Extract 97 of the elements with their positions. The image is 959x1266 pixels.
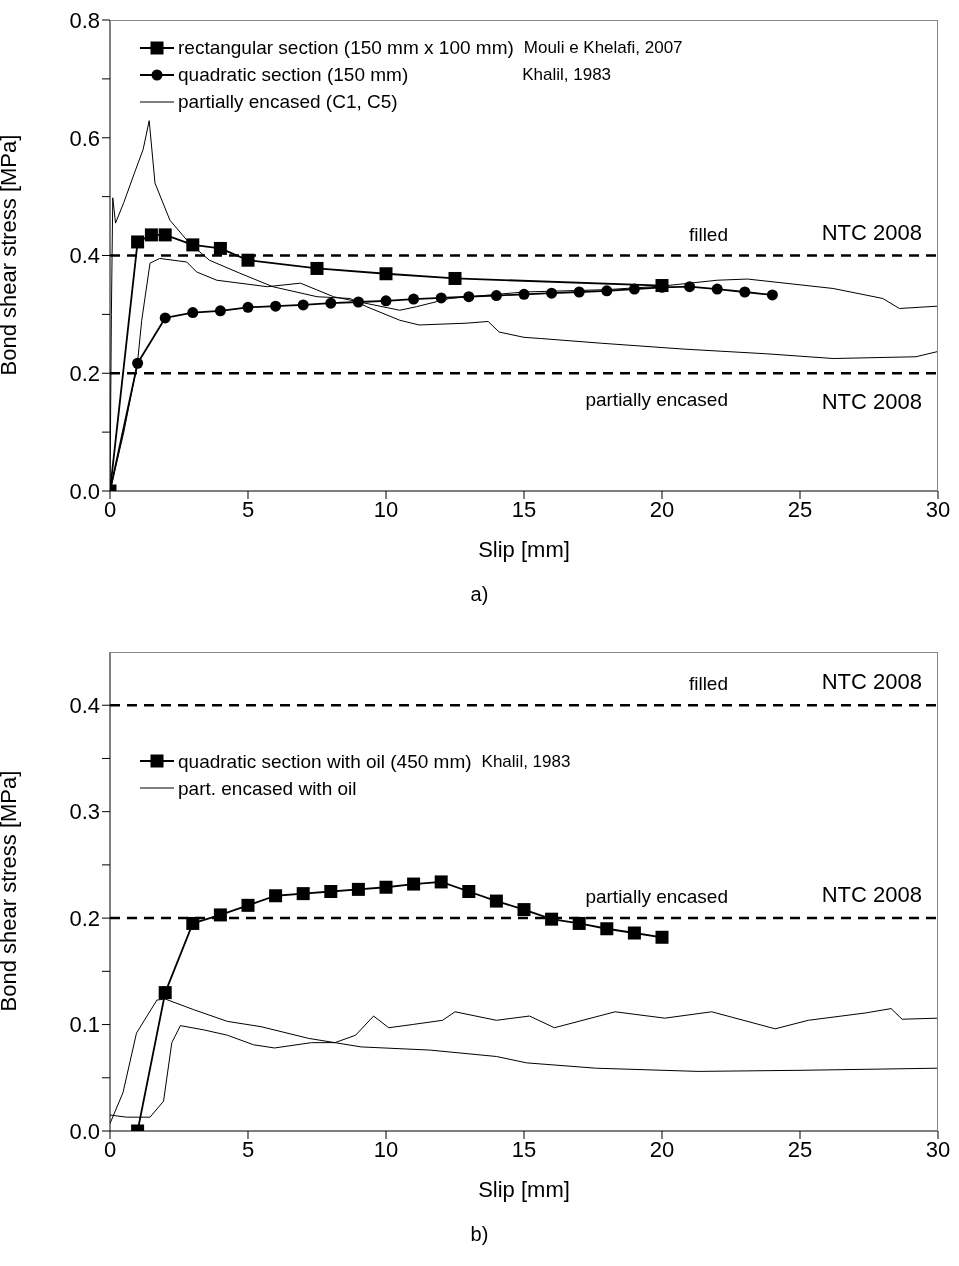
point [310, 261, 324, 275]
point [214, 305, 226, 317]
point [408, 293, 420, 305]
legend-label: quadratic section (150 mm) [178, 63, 409, 87]
x-tick-label: 30 [925, 496, 951, 522]
point [600, 922, 614, 936]
point [684, 281, 696, 293]
y-tick-label: 0.6 [69, 125, 100, 151]
point [463, 291, 475, 303]
x-tick-label: 0 [103, 496, 117, 522]
point [186, 238, 200, 252]
point [379, 267, 393, 281]
point [739, 286, 751, 298]
point [297, 299, 309, 311]
point [628, 283, 640, 295]
text: a) [469, 583, 490, 606]
point [186, 916, 200, 930]
annotation: NTC 2008 [821, 882, 922, 909]
point [187, 307, 199, 319]
x-tick-label: 30 [925, 1136, 951, 1162]
y-tick-label: 0.8 [69, 7, 100, 33]
point [325, 297, 337, 309]
annotation: NTC 2008 [821, 389, 922, 416]
point [270, 300, 282, 312]
annotation: NTC 2008 [821, 669, 922, 696]
y-tick-label: 0.4 [69, 693, 100, 719]
y-tick-label: 0.1 [69, 1012, 100, 1038]
point [627, 926, 641, 940]
x-tick-label: 20 [649, 496, 675, 522]
y-tick-label: 0.3 [69, 799, 100, 825]
x-axis-title: Slip [mm] [478, 1177, 570, 1202]
point [711, 283, 723, 295]
point [546, 287, 558, 299]
legend-label: part. encased with oil [178, 776, 357, 801]
point [573, 286, 585, 298]
y-tick-label: 0.0 [69, 1118, 100, 1144]
point [351, 882, 365, 896]
ref-line-label: filled [688, 673, 728, 696]
point [158, 986, 172, 1000]
point [213, 908, 227, 922]
x-tick-label: 10 [373, 496, 399, 522]
point [518, 288, 530, 300]
point [766, 289, 778, 301]
annotation: NTC 2008 [821, 219, 922, 246]
point [241, 253, 255, 267]
legend-label: rectangular section (150 mm x 100 mm) [178, 36, 514, 60]
point [379, 880, 393, 894]
point [517, 903, 531, 917]
point [144, 228, 158, 242]
x-tick-label: 5 [241, 496, 255, 522]
point [435, 292, 447, 304]
point [296, 887, 310, 901]
point [132, 357, 144, 369]
y-tick-label: 0.2 [69, 361, 100, 387]
x-tick-label: 15 [511, 496, 537, 522]
x-tick-label: 25 [787, 496, 813, 522]
x-tick-label: 20 [649, 1136, 675, 1162]
point [159, 312, 171, 324]
point [242, 301, 254, 313]
text: b) [469, 1223, 490, 1246]
point [380, 295, 392, 307]
point [448, 271, 462, 285]
y-tick-label: 0.2 [69, 905, 100, 931]
point [352, 296, 364, 308]
point [269, 889, 283, 903]
legend-label: quadratic section with oil (450 mm) [178, 749, 472, 774]
point [158, 228, 172, 242]
legend-label: partially encased (C1, C5) [178, 90, 398, 114]
point [131, 235, 145, 249]
point [462, 885, 476, 898]
point [324, 885, 338, 898]
ref-line-label: partially encased [585, 886, 728, 909]
x-tick-label: 15 [511, 1136, 537, 1162]
x-tick-label: 25 [787, 1136, 813, 1162]
point [655, 930, 669, 944]
x-tick-label: 10 [373, 1136, 399, 1162]
ref-line-label: filled [688, 223, 728, 246]
y-tick-label: 0.0 [69, 478, 100, 504]
point [489, 894, 503, 908]
point [601, 285, 613, 297]
annotation: Khalil, 1983 [481, 750, 571, 773]
y-axis-title: Bond shear stress [MPa] [0, 770, 21, 1012]
point [407, 877, 421, 891]
x-axis-title: Slip [mm] [478, 537, 570, 562]
point [545, 912, 559, 926]
point [241, 898, 255, 912]
ref-line-label: partially encased [585, 389, 728, 412]
point [572, 916, 586, 930]
y-tick-label: 0.4 [69, 243, 100, 269]
annotation: Mouli e Khelafi, 2007 [523, 37, 683, 59]
annotation: Khalil, 1983 [522, 64, 612, 86]
y-axis-title: Bond shear stress [MPa] [0, 134, 21, 376]
point [213, 241, 227, 255]
point [434, 875, 448, 889]
point [490, 290, 502, 302]
x-tick-label: 5 [241, 1136, 255, 1162]
x-tick-label: 0 [103, 1136, 117, 1162]
